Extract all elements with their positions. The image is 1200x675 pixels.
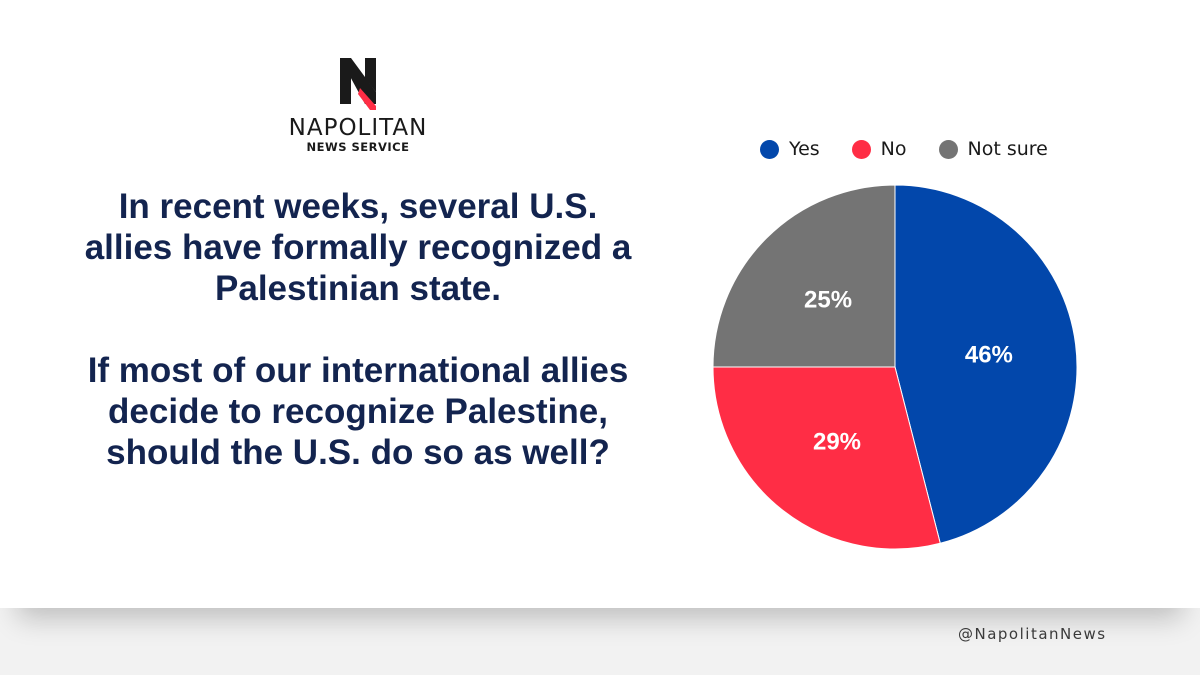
legend-swatch (851, 139, 871, 159)
poll-question: In recent weeks, several U.S. allies hav… (80, 186, 636, 473)
poll-card: NAPOLITAN NEWS SERVICE In recent weeks, … (0, 0, 1200, 608)
legend-item-yes: Yes (760, 138, 820, 160)
legend-label: Yes (789, 138, 820, 160)
pie-data-label: 25% (804, 287, 852, 314)
brand-name: NAPOLITAN (288, 115, 428, 141)
legend-swatch (938, 139, 958, 159)
pie-slice-not-sure (712, 184, 896, 368)
legend-label: No (880, 138, 907, 160)
pie-slice-no (712, 366, 941, 550)
question-prompt: If most of our international allies deci… (87, 351, 629, 472)
legend-label: Not sure (967, 138, 1048, 160)
legend-swatch (760, 139, 779, 159)
pie-chart: 46% 29% 25% (712, 184, 1078, 550)
brand-subtitle: NEWS SERVICE (306, 140, 410, 154)
social-handle: @NapolitanNews (958, 625, 1107, 643)
pie-slice-yes (894, 184, 1078, 544)
chart-legend: Yes No Not sure (760, 138, 1048, 160)
pie-data-label: 46% (965, 342, 1013, 369)
pie-data-label: 29% (813, 428, 861, 455)
napolitan-n-logo-icon (340, 58, 376, 110)
brand-logo: NAPOLITAN NEWS SERVICE (278, 56, 438, 154)
question-context: In recent weeks, several U.S. allies hav… (84, 187, 632, 308)
legend-item-no: No (851, 138, 907, 160)
legend-item-not-sure: Not sure (938, 138, 1048, 160)
